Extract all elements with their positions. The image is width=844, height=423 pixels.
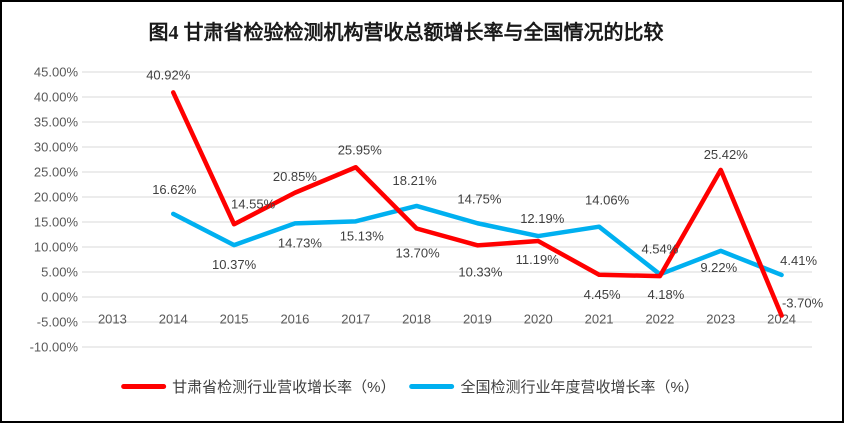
data-label: 4.54% (641, 241, 678, 256)
legend-item-national: 全国检测行业年度营收增长率（%） (409, 376, 699, 397)
x-axis-label: 2024 (767, 312, 796, 327)
y-axis-tick-label: 15.00% (34, 215, 79, 230)
data-label: 25.95% (338, 142, 383, 157)
legend-label-national: 全国检测行业年度营收增长率（%） (460, 379, 699, 396)
x-axis-label: 2021 (585, 312, 614, 327)
y-axis-tick-label: 5.00% (41, 265, 78, 280)
data-label: 4.18% (647, 287, 684, 302)
data-label: 25.42% (704, 147, 749, 162)
legend: 甘肃省检测行业营收增长率（%） 全国检测行业年度营收增长率（%） (121, 376, 699, 397)
series-line-national (171, 203, 784, 278)
data-label: 16.62% (152, 182, 197, 197)
x-axis-label: 2018 (402, 312, 431, 327)
y-axis-tick-label: 30.00% (34, 140, 79, 155)
data-label: 14.55% (231, 196, 276, 211)
gansu-series-line-marker-icon (121, 384, 167, 389)
data-label: 40.92% (146, 67, 191, 82)
data-label: 14.75% (457, 191, 502, 206)
x-axis-label: 2017 (341, 312, 370, 327)
data-label: 18.21% (393, 173, 438, 188)
y-axis-tick-label: 40.00% (34, 90, 79, 105)
x-axis-label: 2022 (645, 312, 674, 327)
x-axis-label: 2020 (524, 312, 553, 327)
data-label: 12.19% (520, 211, 565, 226)
data-label: 9.22% (700, 260, 737, 275)
y-axis-tick-label: 35.00% (34, 115, 79, 130)
data-label: 14.73% (278, 235, 323, 250)
data-label: 10.37% (212, 257, 257, 272)
data-label: 20.85% (273, 169, 318, 184)
legend-label-gansu: 甘肃省检测行业营收增长率（%） (172, 379, 396, 396)
y-axis-tick-label: 45.00% (34, 65, 79, 80)
x-axis-label: 2016 (280, 312, 309, 327)
data-label: 15.13% (340, 228, 385, 243)
y-axis-tick-label: -5.00% (37, 315, 79, 330)
y-axis-tick-label: 20.00% (34, 190, 79, 205)
y-axis-tick-label: 0.00% (41, 290, 78, 305)
x-axis-label: 2014 (159, 312, 188, 327)
y-axis-tick-label: 25.00% (34, 165, 79, 180)
y-axis-tick-label: 10.00% (34, 240, 79, 255)
data-label: 11.19% (516, 252, 560, 267)
data-label: 4.45% (584, 287, 621, 302)
data-label: -3.70% (782, 296, 824, 311)
x-axis-label: 2013 (98, 312, 127, 327)
data-label: 14.06% (585, 193, 630, 208)
y-axis-tick-label: -10.00% (30, 340, 79, 355)
national-series-line-marker-icon (409, 384, 455, 389)
chart-title: 图4 甘肃省检验检测机构营收总额增长率与全国情况的比较 (148, 22, 664, 44)
data-label: 10.33% (458, 264, 503, 279)
data-label: 4.41% (780, 253, 817, 268)
x-axis-label: 2023 (706, 312, 735, 327)
legend-item-gansu: 甘肃省检测行业营收增长率（%） (121, 376, 396, 397)
series-line-gansu (171, 90, 784, 318)
x-axis-label: 2019 (463, 312, 492, 327)
x-axis-label: 2015 (220, 312, 249, 327)
data-label: 13.70% (396, 246, 441, 261)
